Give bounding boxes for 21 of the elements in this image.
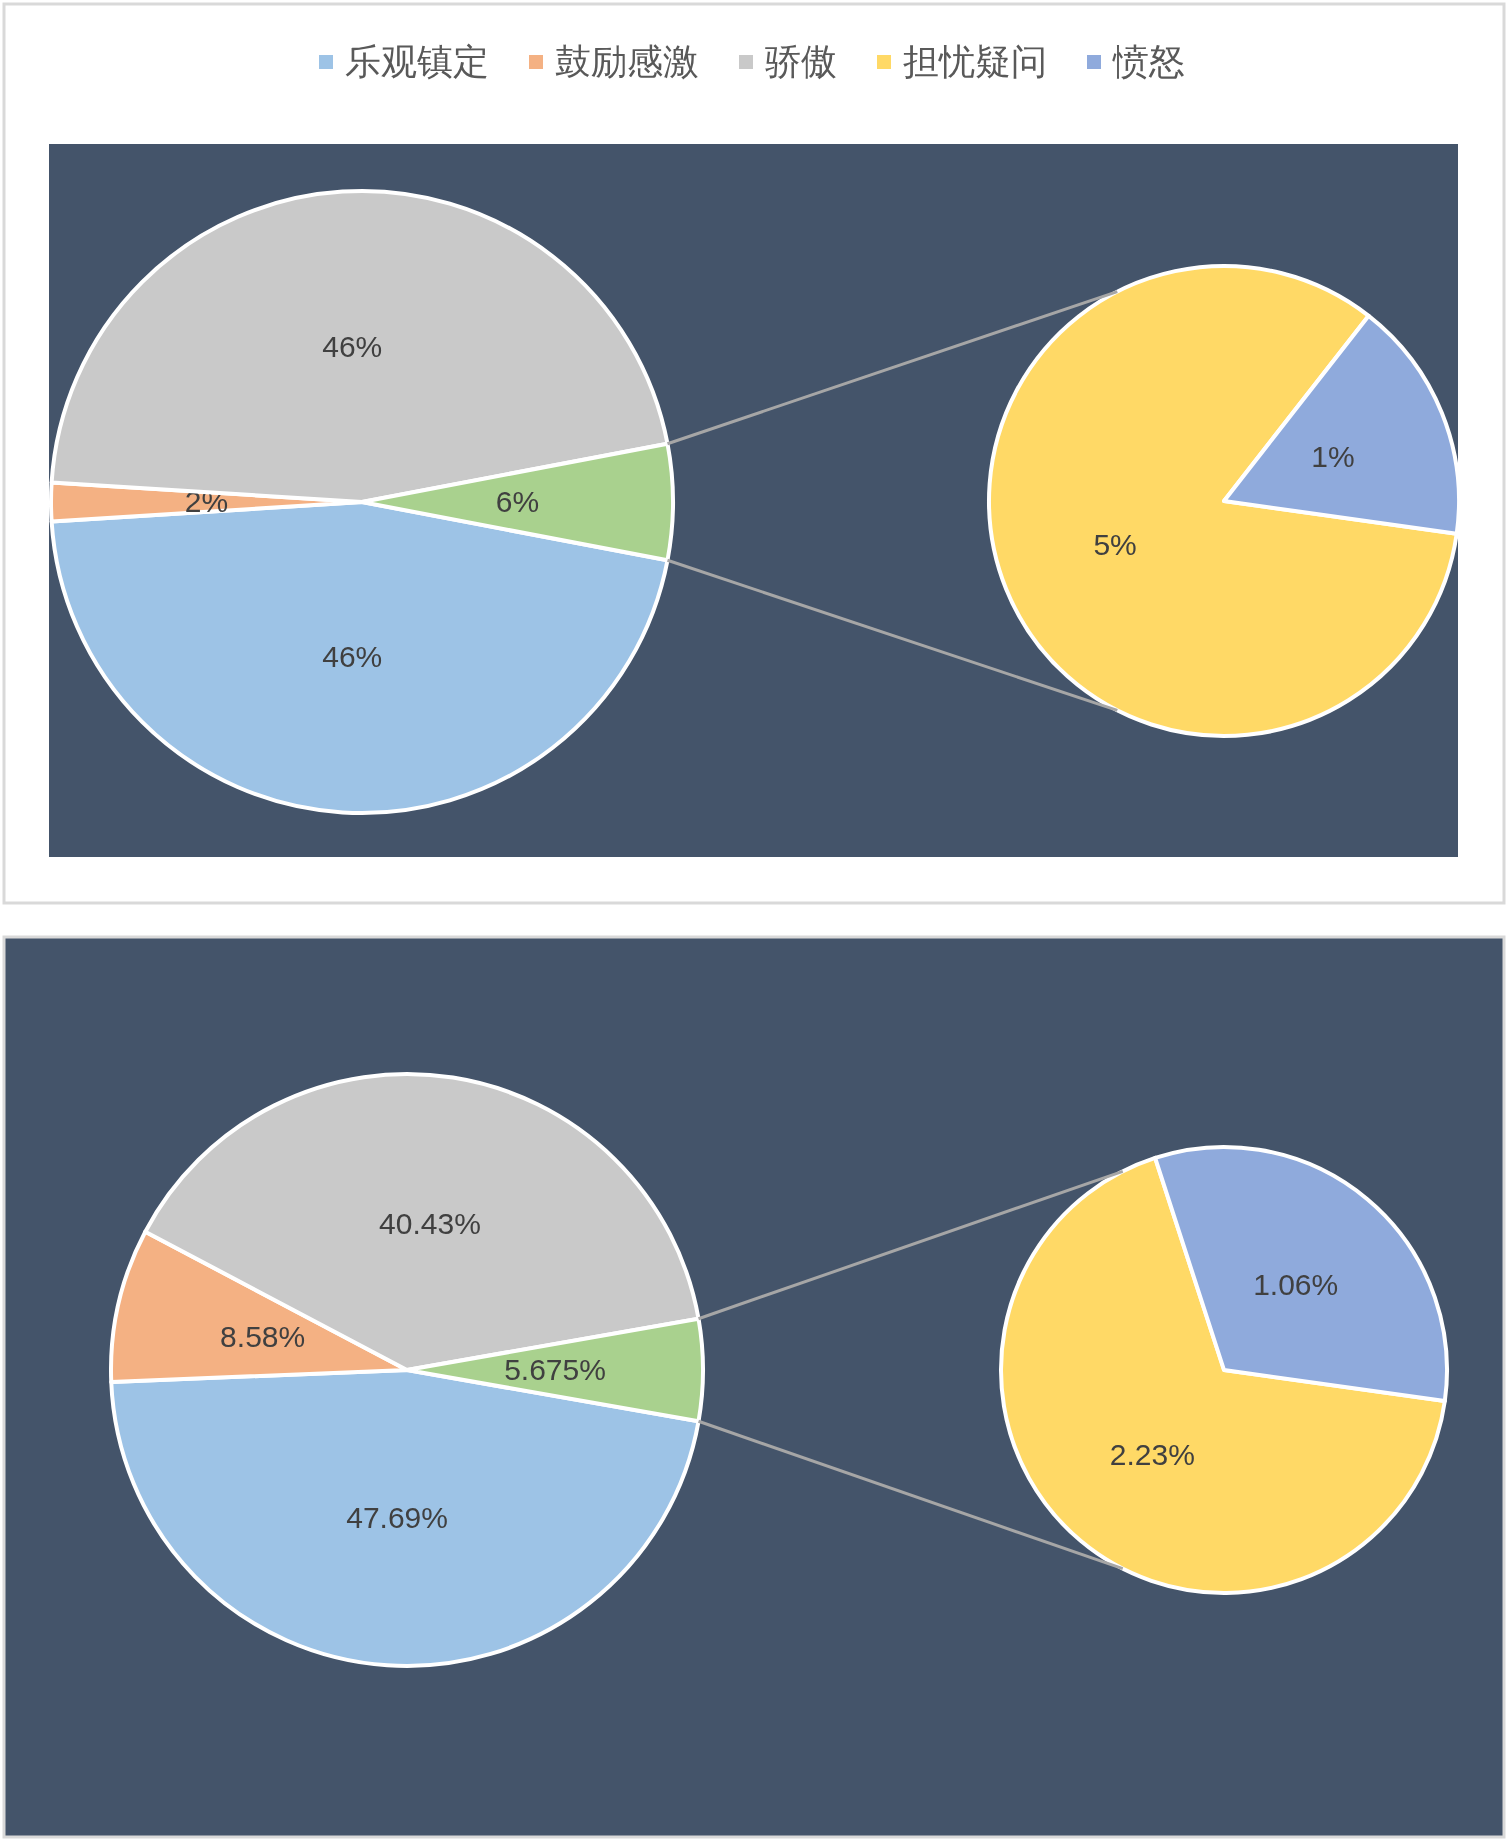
legend-label: 愤怒	[1112, 41, 1185, 82]
data-label: 1.06%	[1253, 1267, 1339, 1301]
legend-label: 鼓励感激	[555, 41, 699, 82]
data-label: 47.69%	[346, 1500, 448, 1534]
legend-label: 担忧疑问	[903, 41, 1047, 82]
data-label: 5%	[1093, 528, 1137, 562]
legend-item: 乐观镇定	[319, 41, 489, 82]
legend-item: 骄傲	[739, 41, 837, 82]
data-label: 5.675%	[504, 1353, 606, 1386]
data-label: 2.23%	[1109, 1438, 1195, 1472]
data-label: 40.43%	[379, 1206, 481, 1240]
data-label: 6%	[495, 485, 540, 518]
data-label: 46%	[322, 329, 383, 363]
legend-label: 骄傲	[765, 41, 837, 82]
legend-item: 鼓励感激	[529, 41, 699, 82]
legend-item: 愤怒	[1087, 41, 1185, 82]
legend-label: 乐观镇定	[345, 41, 489, 82]
data-label: 8.58%	[220, 1320, 306, 1354]
legend-item: 担忧疑问	[877, 41, 1047, 82]
data-label: 46%	[322, 640, 383, 674]
data-label: 1%	[1311, 439, 1355, 473]
